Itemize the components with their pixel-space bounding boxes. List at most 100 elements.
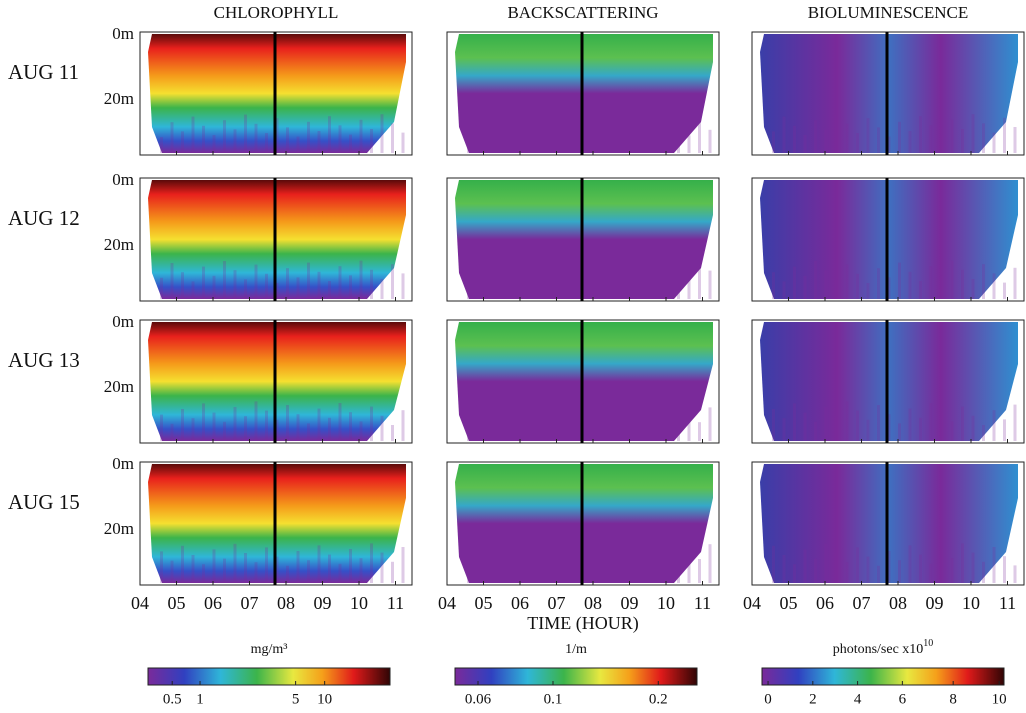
heatmap-streak [265, 410, 268, 441]
x-axis-label: TIME (HOUR) [527, 613, 638, 634]
row-label: AUG 13 [8, 348, 80, 372]
x-tick-label: 08 [277, 593, 295, 613]
heatmap-streak [793, 403, 796, 441]
heatmap-streak [401, 547, 405, 583]
heatmap-streak [370, 406, 373, 441]
heatmap-streak [698, 422, 701, 441]
x-tick-label: 07 [241, 593, 259, 613]
heatmap-streak [370, 269, 373, 299]
heatmap-streak [677, 564, 680, 583]
heatmap-streak [467, 548, 470, 583]
heatmap-streak [1013, 404, 1017, 441]
heatmap-streak [982, 425, 985, 441]
heatmap-streak [929, 266, 933, 299]
heatmap-streak [509, 263, 512, 299]
heatmap-streak [572, 271, 575, 299]
heatmap-streak [540, 126, 544, 153]
heatmap-streak [687, 135, 691, 153]
heatmap-streak [275, 419, 279, 441]
heatmap-streak [391, 561, 394, 583]
heatmap-streak [391, 425, 394, 441]
heatmap-streak [349, 549, 352, 583]
heatmap-streak [698, 559, 701, 583]
heatmap-streak [824, 543, 828, 583]
heatmap-streak [509, 424, 512, 441]
heatmap-streak [656, 272, 659, 299]
heatmap-streak [212, 135, 216, 153]
heatmap-streak [656, 131, 659, 153]
heatmap-streak [1003, 282, 1006, 299]
heatmap-streak [919, 554, 922, 583]
heatmap-streak [782, 418, 786, 441]
depth-tick: 0m [112, 312, 134, 331]
x-tick-label: 10 [962, 593, 980, 613]
heatmap-streak [254, 264, 258, 299]
heatmap-streak [814, 421, 817, 441]
heatmap-streak [898, 262, 901, 299]
heatmap-streak [530, 117, 533, 153]
depth-tick: 0m [112, 24, 134, 43]
x-tick-label: 04 [438, 593, 456, 613]
heatmap-streak [814, 558, 817, 583]
heatmap-streak [233, 270, 237, 299]
heatmap-streak [477, 557, 481, 583]
heatmap-streak [614, 557, 617, 583]
heatmap-streak [551, 413, 554, 441]
heatmap-streak [296, 136, 300, 153]
heatmap-streak [223, 421, 226, 441]
heatmap-streak [866, 556, 870, 583]
unit-exponent: 10 [923, 638, 933, 649]
heatmap-streak [191, 281, 195, 299]
x-tick-label: 06 [816, 593, 834, 613]
x-tick-label: 05 [780, 593, 798, 613]
heatmap-streak [233, 129, 237, 153]
heatmap-streak [982, 561, 985, 583]
heatmap-streak [772, 545, 775, 583]
heatmap-streak [856, 547, 859, 583]
heatmap-streak [359, 421, 363, 441]
heatmap-streak [338, 403, 342, 441]
heatmap-streak [181, 131, 184, 153]
x-tick-label: 10 [657, 593, 675, 613]
heatmap-streak [509, 123, 512, 153]
heatmap-streak [908, 545, 912, 583]
heatmap-streak [845, 264, 849, 299]
heatmap-streak [835, 279, 838, 299]
heatmap-streak [898, 423, 901, 441]
row-label: AUG 15 [8, 490, 80, 514]
heatmap-streak [307, 423, 310, 441]
heatmap-streak [603, 548, 607, 583]
heatmap-streak [582, 553, 586, 583]
heatmap-streak [708, 270, 712, 299]
heatmap-streak [940, 134, 943, 153]
heatmap-streak [467, 134, 470, 153]
heatmap-streak [845, 123, 849, 153]
heatmap-streak [687, 413, 691, 441]
heatmap-streak [708, 129, 712, 153]
heatmap-streak [887, 414, 891, 441]
heatmap-streak [160, 137, 163, 153]
heatmap-streak [887, 551, 891, 583]
heatmap-streak [982, 264, 985, 299]
heatmap-streak [275, 283, 279, 299]
heatmap-streak [338, 125, 342, 153]
heatmap-streak [477, 260, 481, 299]
heatmap-streak [467, 275, 470, 299]
heatmap-streak [286, 565, 289, 583]
heatmap-streak [919, 116, 922, 153]
heatmap-streak [540, 404, 544, 441]
x-tick-label: 09 [926, 593, 944, 613]
heatmap-streak [160, 551, 163, 583]
x-tick-label: 09 [314, 593, 332, 613]
heatmap-streak [582, 280, 586, 299]
colorbar-tick-label: 10 [992, 691, 1007, 707]
heatmap-streak [160, 414, 163, 441]
heatmap-streak [561, 559, 565, 583]
heatmap-streak [1013, 127, 1017, 153]
x-tick-label: 06 [511, 593, 529, 613]
heatmap-streak [877, 127, 880, 153]
heatmap [760, 180, 1018, 299]
x-tick-label: 11 [999, 593, 1016, 613]
heatmap-streak [971, 415, 975, 441]
heatmap-streak [593, 402, 596, 441]
